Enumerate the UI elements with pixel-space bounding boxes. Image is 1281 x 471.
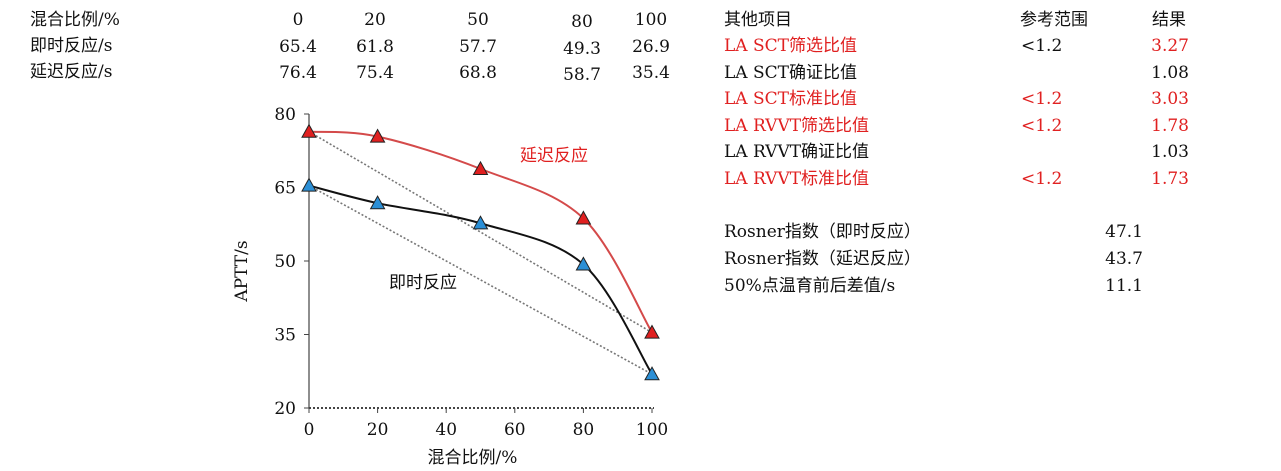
mix-table-cell: 61.8 <box>356 37 394 57</box>
x-tick-label: 60 <box>504 420 526 440</box>
results-ref: <1.2 <box>1021 115 1063 136</box>
y-tick-label: 50 <box>274 252 296 272</box>
mix-table-cell: 58.7 <box>563 65 601 85</box>
results-header-result: 结果 <box>1152 10 1186 30</box>
data-point-marker <box>301 177 317 192</box>
mix-table-cell: 49.3 <box>563 39 601 59</box>
series-label-immediate: 即时反应 <box>389 273 457 293</box>
y-axis-label: APTT/s <box>232 240 252 302</box>
results-ref: <1.2 <box>1021 89 1063 110</box>
mix-table-ratio: 80 <box>571 12 593 32</box>
results-value: 1.73 <box>1151 169 1189 189</box>
mix-table-cell: 65.4 <box>279 37 317 57</box>
x-tick-label: 0 <box>304 420 315 440</box>
data-point-marker <box>575 210 592 225</box>
results-item: LA RVVT筛选比值 <box>724 115 870 136</box>
index-label: Rosner指数（即时反应） <box>724 222 921 242</box>
mix-table-ratio: 20 <box>364 10 386 30</box>
mix-table-cell: 26.9 <box>632 37 670 57</box>
results-ref: <1.2 <box>1021 169 1063 189</box>
index-value: 47.1 <box>1105 222 1143 242</box>
mix-table-header-label: 混合比例/% <box>30 10 120 30</box>
mix-table-cell: 57.7 <box>459 37 497 57</box>
results-item: LA RVVT标准比值 <box>724 169 870 189</box>
y-tick-label: 65 <box>274 179 296 199</box>
mix-table-row-label: 即时反应/s <box>30 36 113 56</box>
data-point-marker <box>472 160 489 175</box>
y-tick-label: 80 <box>274 105 296 125</box>
x-tick-label: 100 <box>636 420 668 440</box>
index-label: 50%点温育前后差值/s <box>724 276 896 296</box>
results-value: 3.03 <box>1151 89 1189 110</box>
index-value: 43.7 <box>1105 249 1143 269</box>
index-label: Rosner指数（延迟反应） <box>724 249 921 269</box>
mix-table-cell: 75.4 <box>356 63 394 83</box>
results-item: LA RVVT确证比值 <box>724 142 870 163</box>
data-point-marker <box>644 366 660 381</box>
x-tick-label: 40 <box>435 420 457 440</box>
mix-table-cell: 76.4 <box>279 63 317 83</box>
results-header-ref: 参考范围 <box>1020 10 1088 30</box>
results-header-item: 其他项目 <box>724 10 792 30</box>
y-tick-label: 20 <box>274 399 296 419</box>
mix-table-ratio: 100 <box>634 10 668 30</box>
data-point-marker <box>369 195 386 210</box>
mix-table-cell: 68.8 <box>459 63 497 83</box>
y-tick-label: 35 <box>274 326 296 346</box>
results-item: LA SCT筛选比值 <box>724 36 857 56</box>
index-value: 11.1 <box>1105 276 1143 296</box>
results-item: LA SCT确证比值 <box>724 62 857 83</box>
data-point-marker <box>472 215 489 230</box>
series-label-delayed: 延迟反应 <box>520 146 588 166</box>
results-value: 1.03 <box>1151 142 1189 163</box>
results-item: LA SCT标准比值 <box>724 89 857 110</box>
results-value: 1.78 <box>1151 115 1189 136</box>
mix-table-ratio: 0 <box>292 10 304 30</box>
results-value: 1.08 <box>1151 62 1189 83</box>
x-axis-label: 混合比例/% <box>428 448 518 468</box>
mix-table-row-label: 延迟反应/s <box>30 62 113 82</box>
data-point-marker <box>644 324 660 339</box>
x-tick-label: 20 <box>367 420 389 440</box>
mix-table-ratio: 50 <box>467 10 489 30</box>
reference-line <box>308 184 653 375</box>
results-ref: <1.2 <box>1021 36 1063 56</box>
data-point-marker <box>301 123 317 138</box>
x-tick-label: 80 <box>573 420 595 440</box>
data-point-marker <box>575 256 592 271</box>
data-point-marker <box>369 128 386 143</box>
results-value: 3.27 <box>1151 36 1189 56</box>
mix-table-cell: 35.4 <box>632 63 670 83</box>
